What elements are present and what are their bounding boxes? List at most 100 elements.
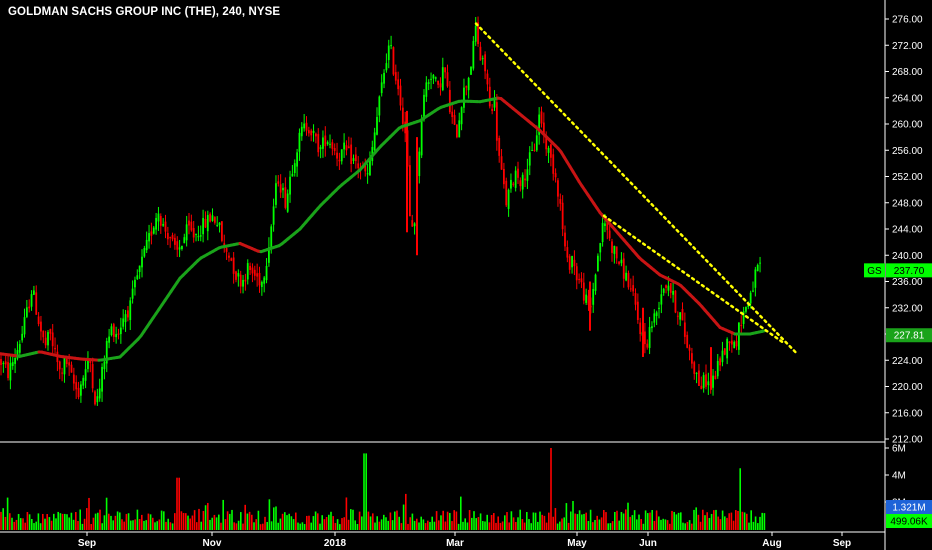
candle-body [221, 221, 223, 241]
candle [738, 322, 740, 355]
candle [634, 288, 637, 311]
candle [383, 69, 385, 89]
volume-bar [644, 510, 647, 530]
candle [244, 273, 247, 291]
candle [580, 272, 583, 289]
candle [199, 225, 202, 242]
volume-bar [286, 515, 288, 530]
volume-bar [341, 518, 343, 530]
candle-body [298, 132, 301, 152]
candle-body [425, 82, 428, 97]
candle [547, 145, 550, 164]
candle [399, 78, 402, 111]
candle [517, 161, 519, 185]
candle [707, 372, 710, 395]
candle [683, 312, 686, 345]
volume-bar [147, 513, 150, 530]
candle [42, 330, 45, 344]
volume-bar [259, 524, 262, 530]
volume-bar [609, 523, 612, 530]
candle-body [324, 135, 327, 147]
volume-bar [46, 514, 48, 530]
volume-bar [79, 509, 81, 530]
volume-bar [741, 511, 744, 530]
volume-bar [105, 497, 108, 530]
candle [653, 309, 656, 328]
volume-bar [490, 514, 493, 530]
volume-bar [308, 515, 310, 530]
volume-bar [759, 516, 761, 530]
candle [427, 79, 430, 91]
candle-body [89, 359, 92, 363]
candle-body [444, 67, 447, 73]
candle-body [378, 96, 381, 116]
volume-bar [660, 519, 662, 530]
candle [444, 67, 447, 79]
candle [639, 317, 642, 342]
candle-body [517, 168, 519, 178]
candle-body [392, 47, 395, 75]
candle-body [566, 247, 569, 258]
candle [721, 341, 724, 367]
candle [21, 325, 24, 343]
candle-body [665, 285, 667, 288]
candle-body [721, 350, 724, 363]
chart-title: GOLDMAN SACHS GROUP INC (THE), 240, NYSE [8, 6, 281, 18]
candle [7, 356, 9, 381]
volume-bar [132, 520, 134, 530]
candle-body [94, 391, 96, 405]
volume-bar [165, 521, 167, 530]
candle [503, 162, 505, 189]
candle [479, 41, 482, 61]
candle [728, 341, 731, 351]
volume-bar [39, 523, 42, 530]
candle [2, 361, 5, 373]
candle-body [606, 221, 609, 231]
candle [366, 163, 369, 184]
candle-body [470, 66, 472, 75]
volume-bar [246, 513, 249, 530]
volume-bar [233, 522, 235, 530]
candle [524, 169, 526, 188]
volume-bar [134, 519, 136, 530]
candle-body [366, 173, 369, 175]
candle [378, 95, 381, 123]
candle [608, 223, 611, 241]
candle-body [550, 144, 552, 158]
candle-body [646, 343, 649, 348]
candle [505, 177, 508, 208]
candle [225, 245, 228, 260]
candle [11, 354, 14, 370]
volume-bar [620, 511, 623, 530]
candle [136, 269, 139, 280]
candle-body [284, 187, 287, 208]
candle-body [75, 382, 78, 390]
volume-bar [554, 508, 557, 530]
volume-bar [653, 521, 656, 530]
candle-body [632, 285, 635, 292]
candle-body [427, 82, 430, 84]
candle [279, 174, 282, 198]
candle [456, 124, 458, 139]
volume-bar [449, 512, 451, 530]
candle-body [676, 315, 679, 317]
candle [258, 266, 261, 293]
volume-bar [482, 521, 484, 530]
volume-bar [638, 514, 640, 530]
candle-body [0, 359, 2, 365]
candle-body [11, 362, 14, 367]
candle [566, 240, 569, 263]
candle-body [477, 22, 479, 44]
volume-bar [174, 513, 176, 530]
candle-body [141, 256, 143, 268]
volume-bar [141, 514, 143, 530]
candle [190, 214, 193, 232]
candle-body [96, 396, 99, 403]
candle-body [571, 255, 573, 268]
volume-bar [53, 513, 55, 530]
candle [660, 284, 663, 314]
candle [470, 66, 472, 75]
volume-bar [295, 512, 297, 530]
candle-body [533, 149, 536, 151]
